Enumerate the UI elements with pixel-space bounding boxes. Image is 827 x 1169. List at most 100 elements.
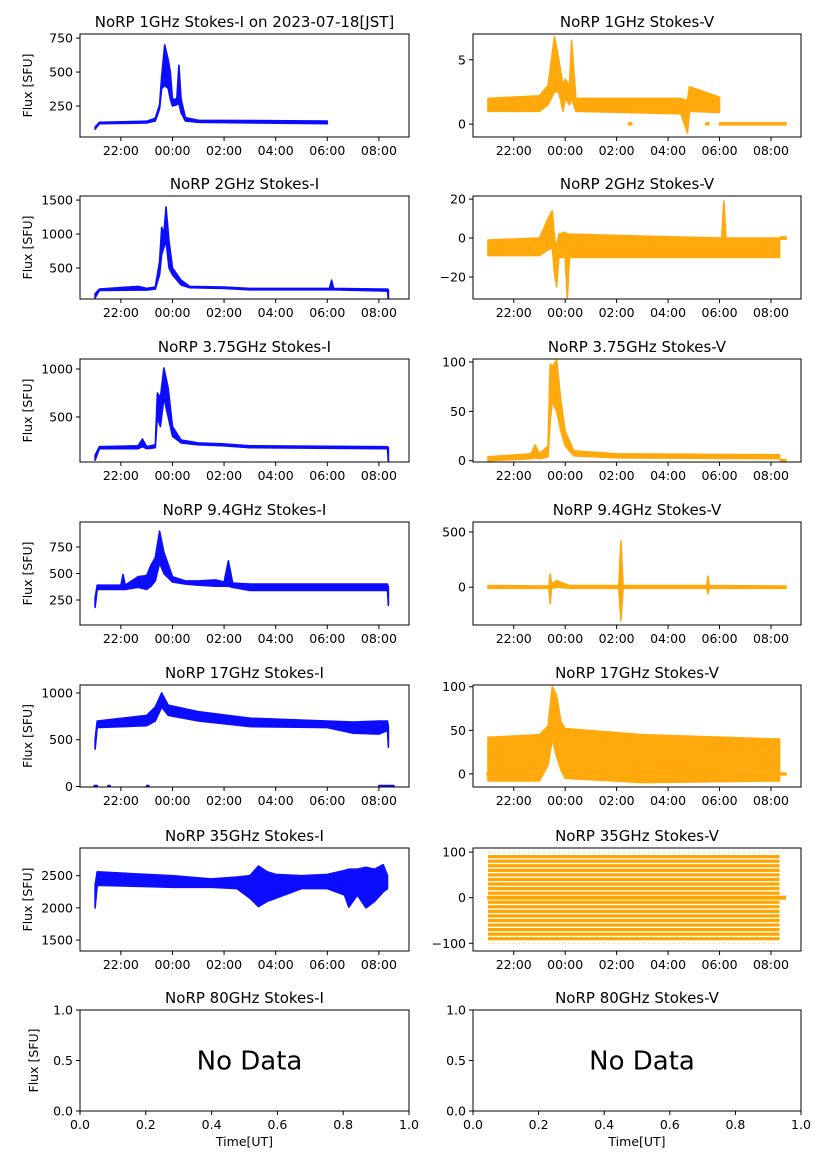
x-tick-label: 06:00 — [702, 143, 738, 158]
no-data-annotation: No Data — [589, 1047, 695, 1077]
plot-area — [486, 685, 787, 784]
x-axis-label: Time[UT] — [607, 1134, 665, 1149]
y-tick-label: 100 — [442, 679, 466, 694]
data-level-line — [488, 937, 780, 941]
x-tick-label: 22:00 — [496, 143, 532, 158]
x-tick-label: 06:00 — [702, 468, 738, 483]
data-level-line — [488, 914, 780, 918]
axes-frame — [79, 521, 410, 626]
plot-area — [94, 367, 390, 462]
x-tick-label: 22:00 — [103, 143, 139, 158]
subplot-13: 0.0 0.2 0.4 0.6 0.8 1.0 0.0 0.5 1.0 NoRP 80GHz St… — [26, 989, 419, 1149]
y-axis-label: Flux [SFU] — [20, 868, 35, 932]
data-series-band-1 — [487, 35, 721, 134]
x-tick-label: 02:00 — [599, 468, 635, 483]
x-tick-label: 0.8 — [725, 1117, 745, 1132]
plot-area — [94, 44, 329, 130]
y-tick-label: 0.5 — [446, 1053, 466, 1068]
subplot-8: 22:00 00:00 02:00 04:00 06:00 08:00 0 500 NoRP 9… — [442, 501, 802, 646]
y-tick-label: 1000 — [41, 361, 73, 376]
x-tick-label: 0.2 — [529, 1117, 549, 1132]
data-series-band-1 — [487, 539, 787, 622]
x-tick-label: 00:00 — [547, 957, 583, 972]
x-tick-label: 08:00 — [753, 631, 789, 646]
subplot-title: NoRP 2GHz Stokes-V — [560, 175, 715, 193]
y-tick-label: 5 — [458, 52, 466, 67]
x-tick-label: 0.0 — [463, 1117, 483, 1132]
data-level-line — [488, 932, 780, 936]
x-tick-label: 00:00 — [547, 793, 583, 808]
x-tick-label: 00:00 — [154, 305, 190, 320]
x-tick-label: 04:00 — [258, 143, 294, 158]
data-series-band-2 — [779, 236, 787, 240]
x-axis-label: Time[UT] — [215, 1134, 273, 1149]
y-tick-label: 500 — [49, 732, 73, 747]
data-level-line — [488, 905, 780, 909]
axes-frame — [472, 684, 802, 788]
x-tick-label: 04:00 — [650, 468, 686, 483]
x-tick-label: 04:00 — [650, 305, 686, 320]
data-level-line — [488, 855, 780, 859]
axes-frame — [79, 195, 410, 300]
x-tick-label: 0.4 — [594, 1117, 614, 1132]
plot-area — [94, 530, 390, 609]
x-tick-label: 04:00 — [258, 305, 294, 320]
y-axis-label: Flux [SFU] — [20, 704, 35, 768]
x-tick-label: 00:00 — [154, 143, 190, 158]
x-tick-label: 08:00 — [361, 631, 397, 646]
x-tick-label: 08:00 — [753, 793, 789, 808]
x-tick-label: 02:00 — [206, 468, 242, 483]
data-level-line — [488, 909, 780, 913]
x-tick-label: 08:00 — [361, 793, 397, 808]
subplot-title: NoRP 3.75GHz Stokes-I — [158, 338, 331, 356]
x-tick-label: 06:00 — [702, 305, 738, 320]
data-level-line — [488, 868, 780, 872]
subplot-title: NoRP 9.4GHz Stokes-V — [553, 501, 722, 519]
x-tick-label: 02:00 — [206, 957, 242, 972]
y-tick-label: 0 — [458, 231, 466, 246]
axes-frame — [79, 358, 410, 463]
subplot-14: 0.0 0.2 0.4 0.6 0.8 1.0 0.0 0.5 1.0 NoRP 80GHz St… — [446, 989, 811, 1149]
x-tick-label: 06:00 — [309, 957, 345, 972]
data-series-band-1 — [487, 200, 781, 299]
x-tick-label: 0.2 — [136, 1117, 156, 1132]
y-tick-label: 1.0 — [446, 1003, 466, 1018]
y-tick-label: 500 — [442, 524, 466, 539]
y-tick-label: 1500 — [41, 193, 73, 208]
x-tick-label: 22:00 — [103, 957, 139, 972]
data-series-band-1 — [94, 44, 329, 130]
subplot-title: NoRP 2GHz Stokes-I — [170, 175, 319, 193]
axes-frame — [79, 33, 410, 138]
x-tick-label: 0.8 — [333, 1117, 353, 1132]
x-tick-label: 22:00 — [103, 631, 139, 646]
data-zero-line — [487, 895, 786, 900]
y-tick-label: −100 — [432, 936, 466, 951]
x-tick-label: 06:00 — [309, 468, 345, 483]
plot-area — [487, 35, 787, 134]
data-series-band-2 — [779, 458, 787, 462]
y-tick-label: 500 — [49, 409, 73, 424]
x-tick-label: 22:00 — [496, 793, 532, 808]
y-tick-label: 100 — [442, 845, 466, 860]
x-tick-label: 04:00 — [650, 631, 686, 646]
data-series-band-2 — [627, 122, 633, 126]
x-tick-label: 02:00 — [599, 305, 635, 320]
y-tick-label: 50 — [450, 723, 466, 738]
x-tick-label: 08:00 — [753, 305, 789, 320]
data-series-band-1 — [487, 685, 781, 784]
x-tick-label: 22:00 — [496, 957, 532, 972]
data-series-band-2 — [486, 772, 489, 776]
data-level-line — [488, 859, 780, 863]
subplot-12: 22:00 00:00 02:00 04:00 06:00 08:00 −100 0 100 No… — [432, 827, 802, 972]
subplot-title: NoRP 17GHz Stokes-V — [555, 664, 720, 682]
x-tick-label: 04:00 — [650, 143, 686, 158]
subplot-title: NoRP 35GHz Stokes-I — [165, 827, 324, 845]
plot-area — [487, 359, 787, 462]
axes-frame — [79, 847, 410, 952]
data-series-band-1 — [94, 692, 390, 750]
x-tick-label: 22:00 — [103, 468, 139, 483]
y-tick-label: 750 — [49, 31, 73, 46]
x-tick-label: 0.6 — [660, 1117, 680, 1132]
x-tick-label: 04:00 — [258, 631, 294, 646]
